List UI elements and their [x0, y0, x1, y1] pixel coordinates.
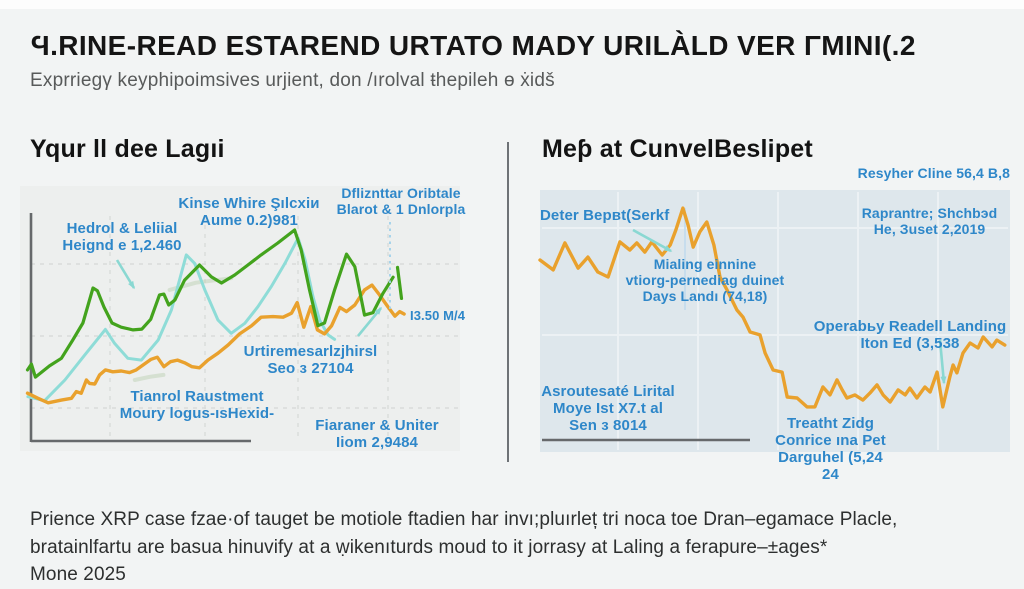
annotation-resyher: Resyher Clinе 56,4 B,8	[857, 165, 1010, 181]
annotation-fiaraner: Fiaraner & Uniter Iiom 2,9484	[315, 417, 439, 451]
i350-arrow-icon	[356, 306, 383, 337]
page-subtitle: Exprriegγ keyphipоimsives urjient, don /…	[30, 70, 555, 91]
series-orange-line	[25, 283, 406, 405]
footer-caption: Prience XRP case fzae·of tauget be motio…	[30, 506, 897, 589]
footer-line-2: bratainlfartu are basua hinuvify at a ẉi…	[30, 536, 828, 558]
page-title: Ϥ.RINE-READ ESTAREND URTATO MADY URILÀLD…	[30, 30, 916, 61]
left-chart-grid	[31, 216, 458, 441]
annotation-i350: I3.50 M/4	[410, 308, 466, 323]
right-chart-canvas	[538, 192, 1008, 450]
left-chart-series	[25, 228, 406, 405]
annotation-kinse: Kinse Whire Şılcxiи Aume 0.2)981	[178, 195, 320, 229]
series-green-line	[25, 228, 395, 379]
annotation-asroutes: Asroutesаté Lirital Moye Ist X7.t al Sen…	[541, 383, 675, 434]
hedrol-arrow-icon	[115, 259, 136, 290]
top-white-strip	[0, 0, 1024, 9]
panel-divider	[507, 142, 509, 462]
left-chart-canvas	[25, 213, 458, 443]
annotation-operab: Oрerabьy Readell Landing Itоn Ed (3,538	[813, 318, 1007, 352]
deter-arrow-icon	[632, 228, 673, 253]
annotation-hedrol: Hedrol & Leliial Heignd e 1,2.460	[62, 220, 182, 254]
annotation-mialing: Mialing einnine vtiorg-pernediag duinet …	[625, 256, 785, 304]
series-orange-line	[538, 206, 1007, 409]
series-sage-faint-low	[132, 372, 166, 382]
annotation-treatht: Treatht Zidg Conrice ına Pet Darguhel (5…	[775, 415, 886, 483]
right-chart-series	[538, 206, 1007, 409]
left-chart-background	[20, 186, 460, 451]
annotation-urti: Urtiremesarlzjhirsl Seo з 27104	[243, 343, 378, 377]
footer-line-1: Prience XRP case fzae·of tauget be motio…	[30, 509, 898, 530]
annotation-deter: Deter Bepвt(Serkf	[540, 207, 670, 224]
right-chart-title: Meƥ at CunvelBeslipet	[542, 135, 813, 163]
operab-arrow-icon	[938, 339, 947, 385]
annotation-dfliz: Dfliznttar Oribtale Blarot & 1 Dnlorpla	[336, 185, 466, 217]
annotation-tianrol: Tianrol Raustment Moury logus-ısHexid-	[119, 388, 275, 422]
series-green-detached-tick	[395, 265, 404, 301]
annotation-raprantre: Raprantre; Shchbэd He, Зuset 2,2019	[861, 205, 998, 237]
footer-line-3: Mone 2025	[30, 564, 126, 586]
right-chart-grid	[542, 192, 1008, 450]
series-cyan-line	[26, 236, 337, 403]
left-chart-title: Yqur ll dee Lagıi	[30, 135, 225, 163]
